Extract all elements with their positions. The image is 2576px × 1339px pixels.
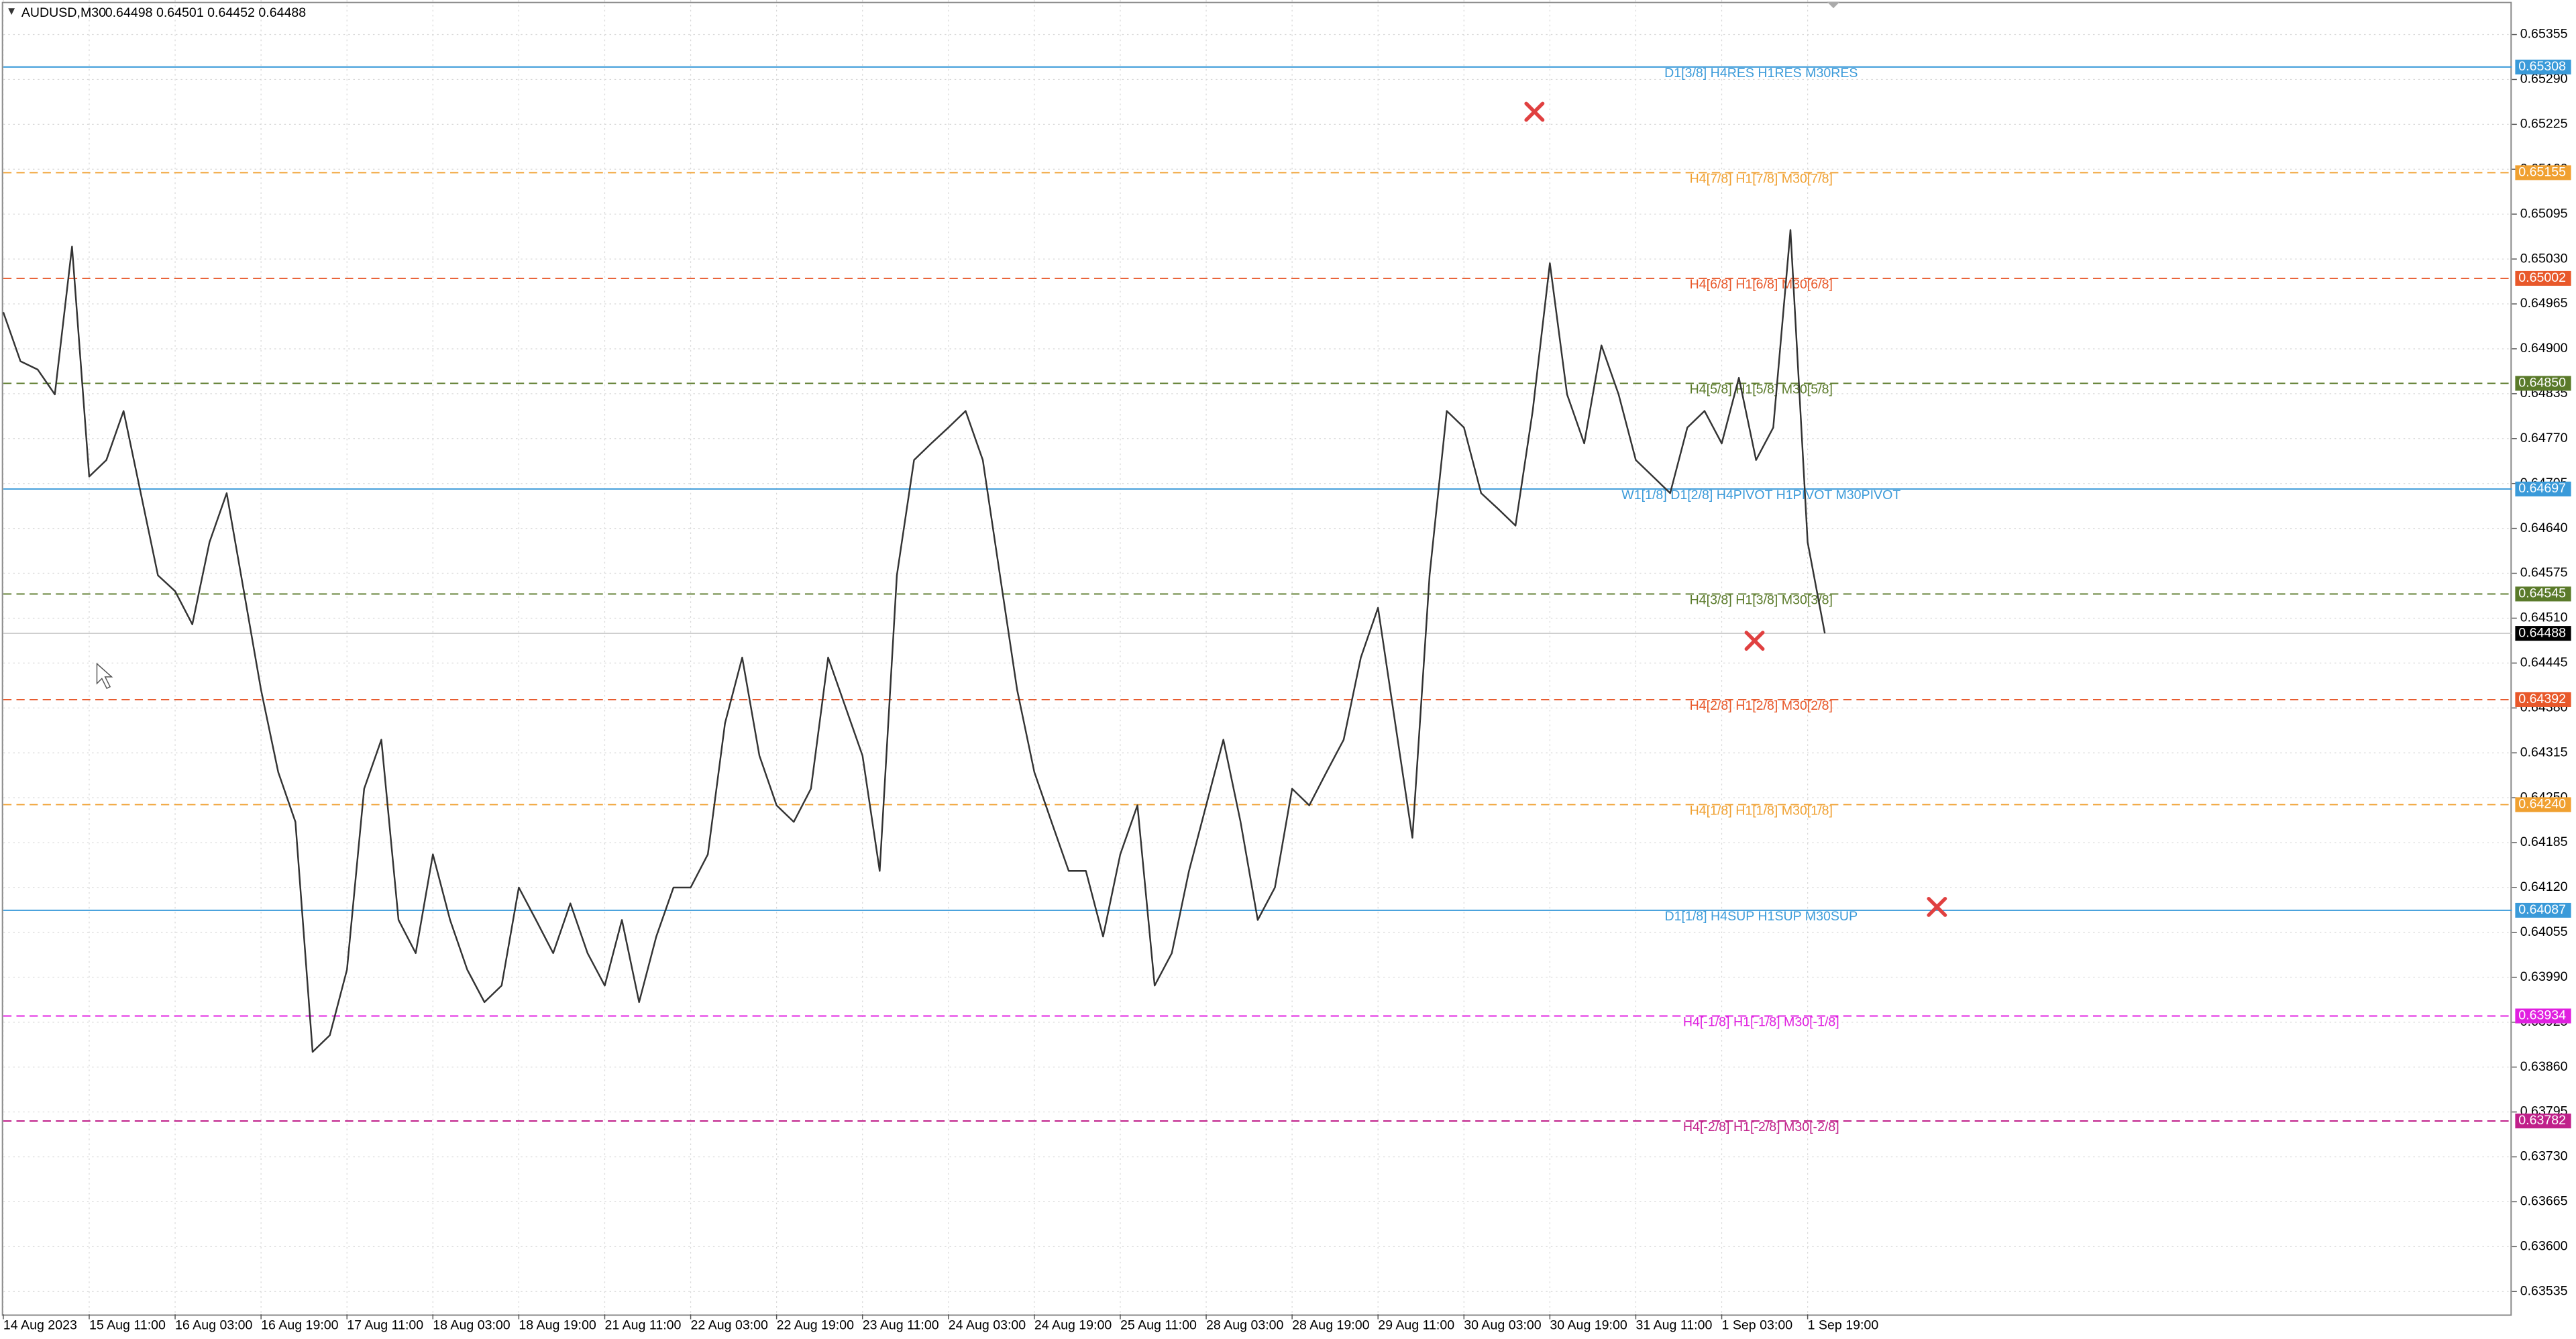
symbol-title: AUDUSD,M30 <box>21 5 106 20</box>
price-tag-label: 0.63782 <box>2518 1113 2566 1128</box>
price-tag <box>2515 692 2571 707</box>
level-label: H4[-2/8] H1[-2/8] M30[-2/8] <box>1683 1120 1839 1134</box>
cross-marker <box>1744 631 1765 651</box>
level-label: H4[7/8] H1[7/8] M30[7/8] <box>1690 171 1833 186</box>
price-tag <box>2515 797 2571 812</box>
price-tag <box>2515 902 2571 918</box>
x-tick-label: 24 Aug 03:00 <box>949 1318 1026 1333</box>
y-tick-label: 0.63730 <box>2520 1149 2568 1164</box>
cross-markers <box>1524 101 1947 917</box>
price-tag <box>2515 165 2571 180</box>
mouse-cursor <box>96 662 113 690</box>
x-tick-label: 1 Sep 19:00 <box>1808 1318 1879 1333</box>
y-tick-label: 0.64315 <box>2520 745 2568 759</box>
x-tick-label: 29 Aug 11:00 <box>1378 1318 1454 1333</box>
level-label: H4[6/8] H1[6/8] M30[6/8] <box>1690 277 1833 292</box>
scroll-marker <box>1827 1 1840 9</box>
y-tick-label: 0.63665 <box>2520 1194 2568 1209</box>
ohlc-text: 0.64498 0.64501 0.64452 0.64488 <box>105 5 307 20</box>
levels: D1[3/8] H4RES H1RES M30RES H4[7/8] H1[7/8… <box>3 66 2512 1134</box>
y-tick-label: 0.63535 <box>2520 1283 2568 1298</box>
level-label: H4[5/8] H1[5/8] M30[5/8] <box>1690 382 1833 396</box>
grid <box>3 0 2512 1315</box>
y-tick-label: 0.64120 <box>2520 879 2568 894</box>
price-tag-label: 0.64488 <box>2518 625 2566 640</box>
price-tag <box>2515 1008 2571 1024</box>
x-tick-label: 28 Aug 19:00 <box>1292 1318 1370 1333</box>
price-tag-label: 0.63934 <box>2518 1008 2566 1023</box>
price-tag-label: 0.64545 <box>2518 586 2566 601</box>
y-tick-label: 0.64055 <box>2520 924 2568 939</box>
price-tag-label: 0.65308 <box>2518 59 2566 74</box>
level-label: W1[1/8] D1[2/8] H4PIVOT H1PIVOT M30PIVOT <box>1621 488 1900 502</box>
axes: 0.653550.652900.652250.651600.650950.650… <box>3 27 2571 1333</box>
y-tick-label: 0.64510 <box>2520 610 2568 625</box>
x-tick-label: 14 Aug 2023 <box>3 1318 77 1333</box>
x-tick-label: 21 Aug 11:00 <box>604 1318 681 1333</box>
plot-frame <box>1 1 2512 1316</box>
price-tag-label: 0.64240 <box>2518 797 2566 812</box>
x-tick-label: 16 Aug 19:00 <box>261 1318 339 1333</box>
price-series <box>2 229 1826 1053</box>
price-tag <box>2515 481 2571 496</box>
y-tick-label: 0.63860 <box>2520 1059 2568 1074</box>
price-tag <box>2515 376 2571 391</box>
level-label: D1[1/8] H4SUP H1SUP M30SUP <box>1664 909 1858 924</box>
y-tick-label: 0.65030 <box>2520 251 2568 266</box>
price-tag-label: 0.65002 <box>2518 270 2566 285</box>
x-tick-label: 1 Sep 03:00 <box>1722 1318 1793 1333</box>
level-label: H4[2/8] H1[2/8] M30[2/8] <box>1690 698 1833 713</box>
x-tick-label: 31 Aug 11:00 <box>1635 1318 1712 1333</box>
price-tag-label: 0.64850 <box>2518 376 2566 390</box>
x-tick-label: 25 Aug 11:00 <box>1120 1318 1197 1333</box>
x-tick-label: 17 Aug 11:00 <box>347 1318 423 1333</box>
y-tick-label: 0.64575 <box>2520 566 2568 580</box>
y-tick-label: 0.65290 <box>2520 72 2568 87</box>
y-tick-label: 0.65355 <box>2520 27 2568 42</box>
price-tag <box>2515 59 2571 74</box>
price-tag-label: 0.64392 <box>2518 692 2566 706</box>
y-tick-label: 0.64965 <box>2520 296 2568 311</box>
price-tag-label: 0.65155 <box>2518 165 2566 180</box>
price-tag <box>2515 270 2571 286</box>
x-tick-label: 24 Aug 19:00 <box>1034 1318 1112 1333</box>
x-tick-label: 22 Aug 03:00 <box>691 1318 769 1333</box>
x-tick-label: 22 Aug 19:00 <box>777 1318 855 1333</box>
menu-arrow <box>8 8 15 15</box>
x-tick-label: 28 Aug 03:00 <box>1206 1318 1284 1333</box>
y-tick-label: 0.64640 <box>2520 521 2568 535</box>
x-tick-label: 18 Aug 19:00 <box>519 1318 596 1333</box>
price-tag-label: 0.64697 <box>2518 481 2566 496</box>
x-tick-label: 23 Aug 11:00 <box>863 1318 939 1333</box>
level-label: H4[-1/8] H1[-1/8] M30[-1/8] <box>1683 1014 1839 1029</box>
y-tick-label: 0.64900 <box>2520 341 2568 356</box>
x-tick-label: 16 Aug 03:00 <box>175 1318 253 1333</box>
y-tick-label: 0.65095 <box>2520 206 2568 221</box>
x-tick-label: 18 Aug 03:00 <box>433 1318 511 1333</box>
x-tick-label: 15 Aug 11:00 <box>89 1318 166 1333</box>
y-tick-label: 0.63990 <box>2520 969 2568 984</box>
cross-marker <box>1927 896 1947 917</box>
x-tick-label: 30 Aug 03:00 <box>1464 1318 1542 1333</box>
cross-marker <box>1524 101 1545 122</box>
price-tag <box>2515 586 2571 602</box>
y-tick-label: 0.64770 <box>2520 431 2568 445</box>
y-tick-label: 0.63600 <box>2520 1239 2568 1254</box>
level-label: H4[3/8] H1[3/8] M30[3/8] <box>1690 592 1833 607</box>
level-label: H4[1/8] H1[1/8] M30[1/8] <box>1690 803 1833 818</box>
price-tag <box>2515 626 2571 641</box>
price-tag-label: 0.64087 <box>2518 902 2566 917</box>
x-tick-label: 30 Aug 19:00 <box>1550 1318 1627 1333</box>
y-tick-label: 0.64445 <box>2520 655 2568 670</box>
y-tick-label: 0.65225 <box>2520 117 2568 131</box>
price-line <box>2 229 1826 1053</box>
level-label: D1[3/8] H4RES H1RES M30RES <box>1664 66 1858 81</box>
y-tick-label: 0.64185 <box>2520 835 2568 849</box>
price-tag <box>2515 1113 2571 1128</box>
